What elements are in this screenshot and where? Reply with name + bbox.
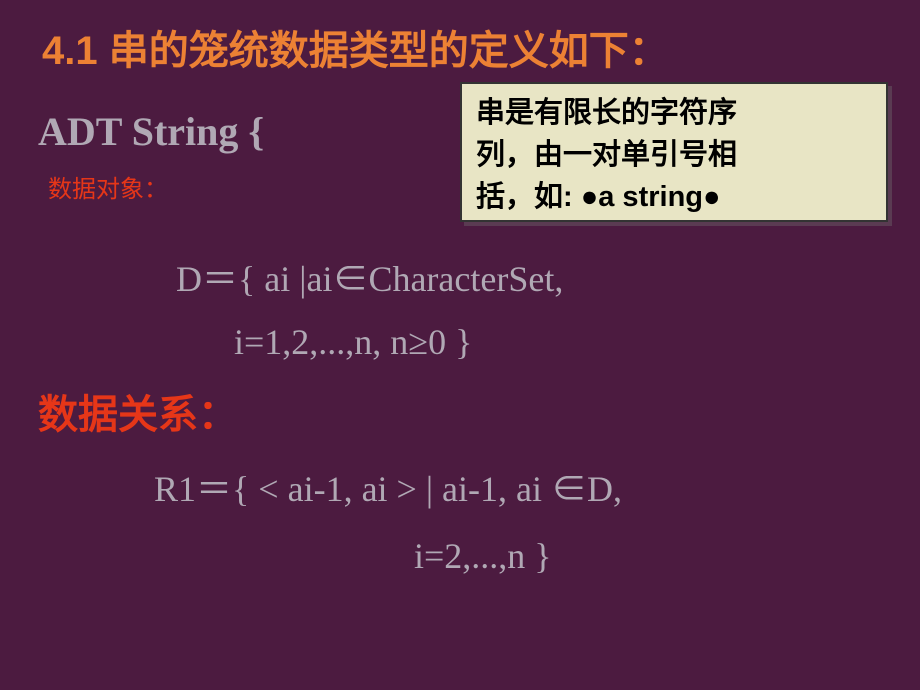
definition-callout: 串是有限长的字符序 列，由一对单引号相 括，如: ●a string●	[460, 82, 888, 222]
formula-data-relation: R1＝{ < ai-1, ai > | ai-1, ai ∈D, i=2,...…	[0, 440, 920, 589]
callout-line-3: 括，如: ●a string●	[476, 176, 872, 218]
callout-line-1: 串是有限长的字符序	[476, 92, 872, 134]
callout-line-2: 列，由一对单引号相	[476, 134, 872, 176]
section-title: 4.1 串的笼统数据类型的定义如下：	[0, 0, 920, 76]
formula-data-object: D＝{ ai |ai∈CharacterSet, i=1,2,...,n, n≥…	[0, 204, 920, 374]
formula-r-line1: R1＝{ < ai-1, ai > | ai-1, ai ∈D,	[154, 456, 920, 523]
formula-d-line2: i=1,2,...,n, n≥0 }	[176, 311, 920, 374]
formula-d-line1: D＝{ ai |ai∈CharacterSet,	[176, 248, 920, 311]
formula-r-line2: i=2,...,n }	[154, 523, 920, 590]
data-relation-label: 数据关系：	[0, 374, 920, 440]
